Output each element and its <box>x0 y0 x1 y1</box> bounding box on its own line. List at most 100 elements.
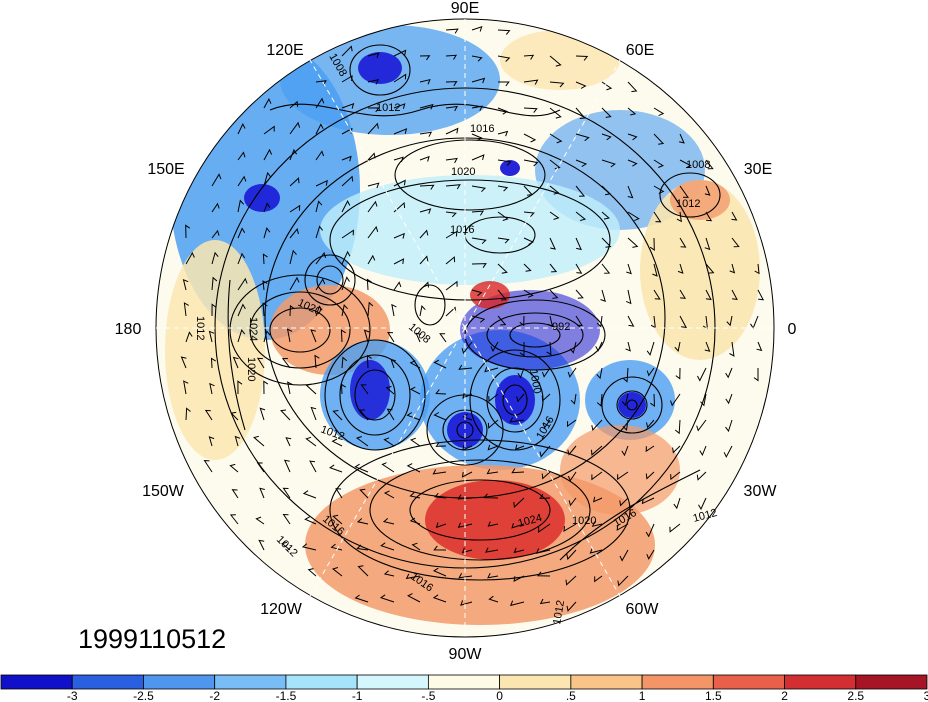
wind-barb <box>575 237 582 251</box>
wind-barb <box>549 55 562 67</box>
wind-barb <box>641 497 655 505</box>
wind-barb <box>287 381 293 395</box>
wind-barb <box>315 97 325 109</box>
wind-barb <box>549 211 560 220</box>
wind-barb <box>433 492 447 499</box>
wind-barb <box>381 462 395 473</box>
wind-barb <box>367 78 380 85</box>
wind-barb <box>704 341 711 352</box>
wind-barb <box>210 357 216 369</box>
wind-barb <box>705 289 712 301</box>
wind-barb <box>314 354 320 369</box>
wind-barb <box>594 575 603 583</box>
wind-barb <box>208 330 215 343</box>
wind-barb <box>204 409 213 421</box>
wind-barb <box>601 211 610 220</box>
wind-barb <box>315 80 327 86</box>
wind-barb <box>231 489 239 499</box>
wind-barb <box>705 263 715 274</box>
wind-barb <box>393 73 407 83</box>
wind-barb <box>237 380 243 395</box>
wind-barb <box>509 417 525 423</box>
wind-barb <box>646 419 655 429</box>
isobar-low-atlantic-2 <box>616 390 648 420</box>
wind-barb <box>393 156 404 163</box>
wind-barb <box>445 127 459 135</box>
map-frame <box>155 18 775 638</box>
wind-barb <box>283 459 291 473</box>
wind-barb <box>419 305 426 317</box>
wind-barb <box>511 522 525 529</box>
wind-barb <box>330 543 343 551</box>
wind-barb <box>471 263 487 268</box>
wind-barb <box>539 445 551 458</box>
wind-barb <box>367 107 380 113</box>
wind-barb <box>595 341 603 352</box>
wind-barb <box>519 342 525 357</box>
wind-barb <box>289 228 299 239</box>
wind-barb <box>237 122 246 135</box>
wind-barb <box>302 490 317 499</box>
wind-barb <box>289 177 300 187</box>
wind-barb <box>289 304 295 317</box>
wind-barb <box>523 54 535 60</box>
wind-barb <box>409 386 421 395</box>
wind-barb <box>653 107 665 117</box>
wind-barb <box>569 341 577 354</box>
wind-barb <box>731 289 738 301</box>
field-core-atlantic <box>618 392 646 418</box>
wind-barb <box>549 289 559 299</box>
wind-barb <box>653 159 664 168</box>
wind-barb <box>484 366 499 373</box>
wind-barb <box>698 497 707 511</box>
wind-barb <box>445 280 458 291</box>
wind-barb <box>262 302 268 317</box>
colorbar-tick-label: 2.5 <box>847 689 864 702</box>
wind-barb <box>406 463 421 473</box>
wind-barb <box>575 263 583 274</box>
wind-barb <box>458 364 473 370</box>
wind-barb <box>341 45 353 57</box>
wind-barb <box>419 78 431 85</box>
wind-barb <box>315 305 323 317</box>
wind-barb <box>367 254 376 265</box>
lon-label-90e: 90E <box>451 0 479 17</box>
wind-barb <box>419 55 431 61</box>
wind-barb <box>341 356 348 369</box>
wind-barb <box>457 494 473 500</box>
isobar-low-alaska-2 <box>339 354 411 436</box>
contour-label: 1020 <box>572 515 596 527</box>
wind-barb <box>341 102 355 109</box>
wind-barb <box>329 464 343 473</box>
wind-barb <box>315 123 324 135</box>
wind-barb <box>600 289 606 303</box>
isobar-low-alaska-3 <box>354 369 396 421</box>
wind-barb <box>382 518 395 525</box>
wind-barb <box>341 155 352 162</box>
wind-barb <box>566 601 577 612</box>
wind-barb <box>626 263 632 275</box>
wind-barb <box>646 549 655 560</box>
wind-barb <box>305 436 317 447</box>
contour-label: 1012 <box>551 599 567 625</box>
wind-barb <box>541 393 551 402</box>
meridian-120w <box>309 327 466 597</box>
wind-barb <box>497 29 511 35</box>
colorbar: -3 -2.5 -2 -1.5 -1 -.5 0 .5 1 1.5 2 2.5 3 <box>0 674 928 702</box>
wind-barb <box>542 419 551 429</box>
colorbar-tick-label: 0 <box>496 689 503 702</box>
wind-barb <box>549 237 556 250</box>
wind-barb <box>601 159 616 168</box>
contour-label: 1012 <box>194 316 206 340</box>
wind-barb <box>575 289 584 299</box>
wind-barb <box>679 315 688 329</box>
wind-barb <box>616 523 629 531</box>
wind-barb <box>591 419 603 432</box>
wind-barb <box>523 107 538 113</box>
colorbar-segment <box>143 674 216 690</box>
wind-barb <box>705 211 713 222</box>
wind-barb <box>549 133 563 144</box>
wind-barb <box>393 103 406 109</box>
wind-barb <box>650 393 656 407</box>
contour-label: 1024 <box>247 317 259 341</box>
